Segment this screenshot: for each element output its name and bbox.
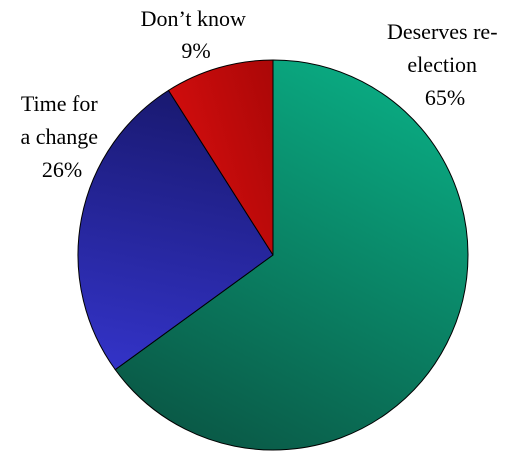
slice-label-deserves-reelection: Deserves re- election 65% bbox=[387, 19, 503, 110]
slice-label-deserves-reelection-line1: Deserves re- bbox=[387, 19, 498, 44]
pie-slices bbox=[77, 59, 469, 451]
pie-slice-deserves-reelection bbox=[114, 59, 469, 451]
slice-value-dont-know: 9% bbox=[181, 38, 210, 63]
pie-slice-time-for-change bbox=[77, 89, 274, 371]
slice-label-time-for-change-line2: a change bbox=[20, 124, 98, 149]
slice-label-dont-know-line1: Don’t know bbox=[141, 6, 246, 31]
slice-value-time-for-change: 26% bbox=[42, 157, 82, 182]
slice-label-time-for-change-line1: Time for bbox=[21, 91, 98, 116]
pie-slice-dont-know bbox=[168, 59, 274, 256]
slice-label-deserves-reelection-line2: election bbox=[407, 52, 477, 77]
slice-label-dont-know: Don’t know 9% bbox=[141, 6, 252, 63]
slice-value-deserves-reelection: 65% bbox=[425, 85, 465, 110]
slice-label-time-for-change: Time for a change 26% bbox=[20, 91, 103, 182]
